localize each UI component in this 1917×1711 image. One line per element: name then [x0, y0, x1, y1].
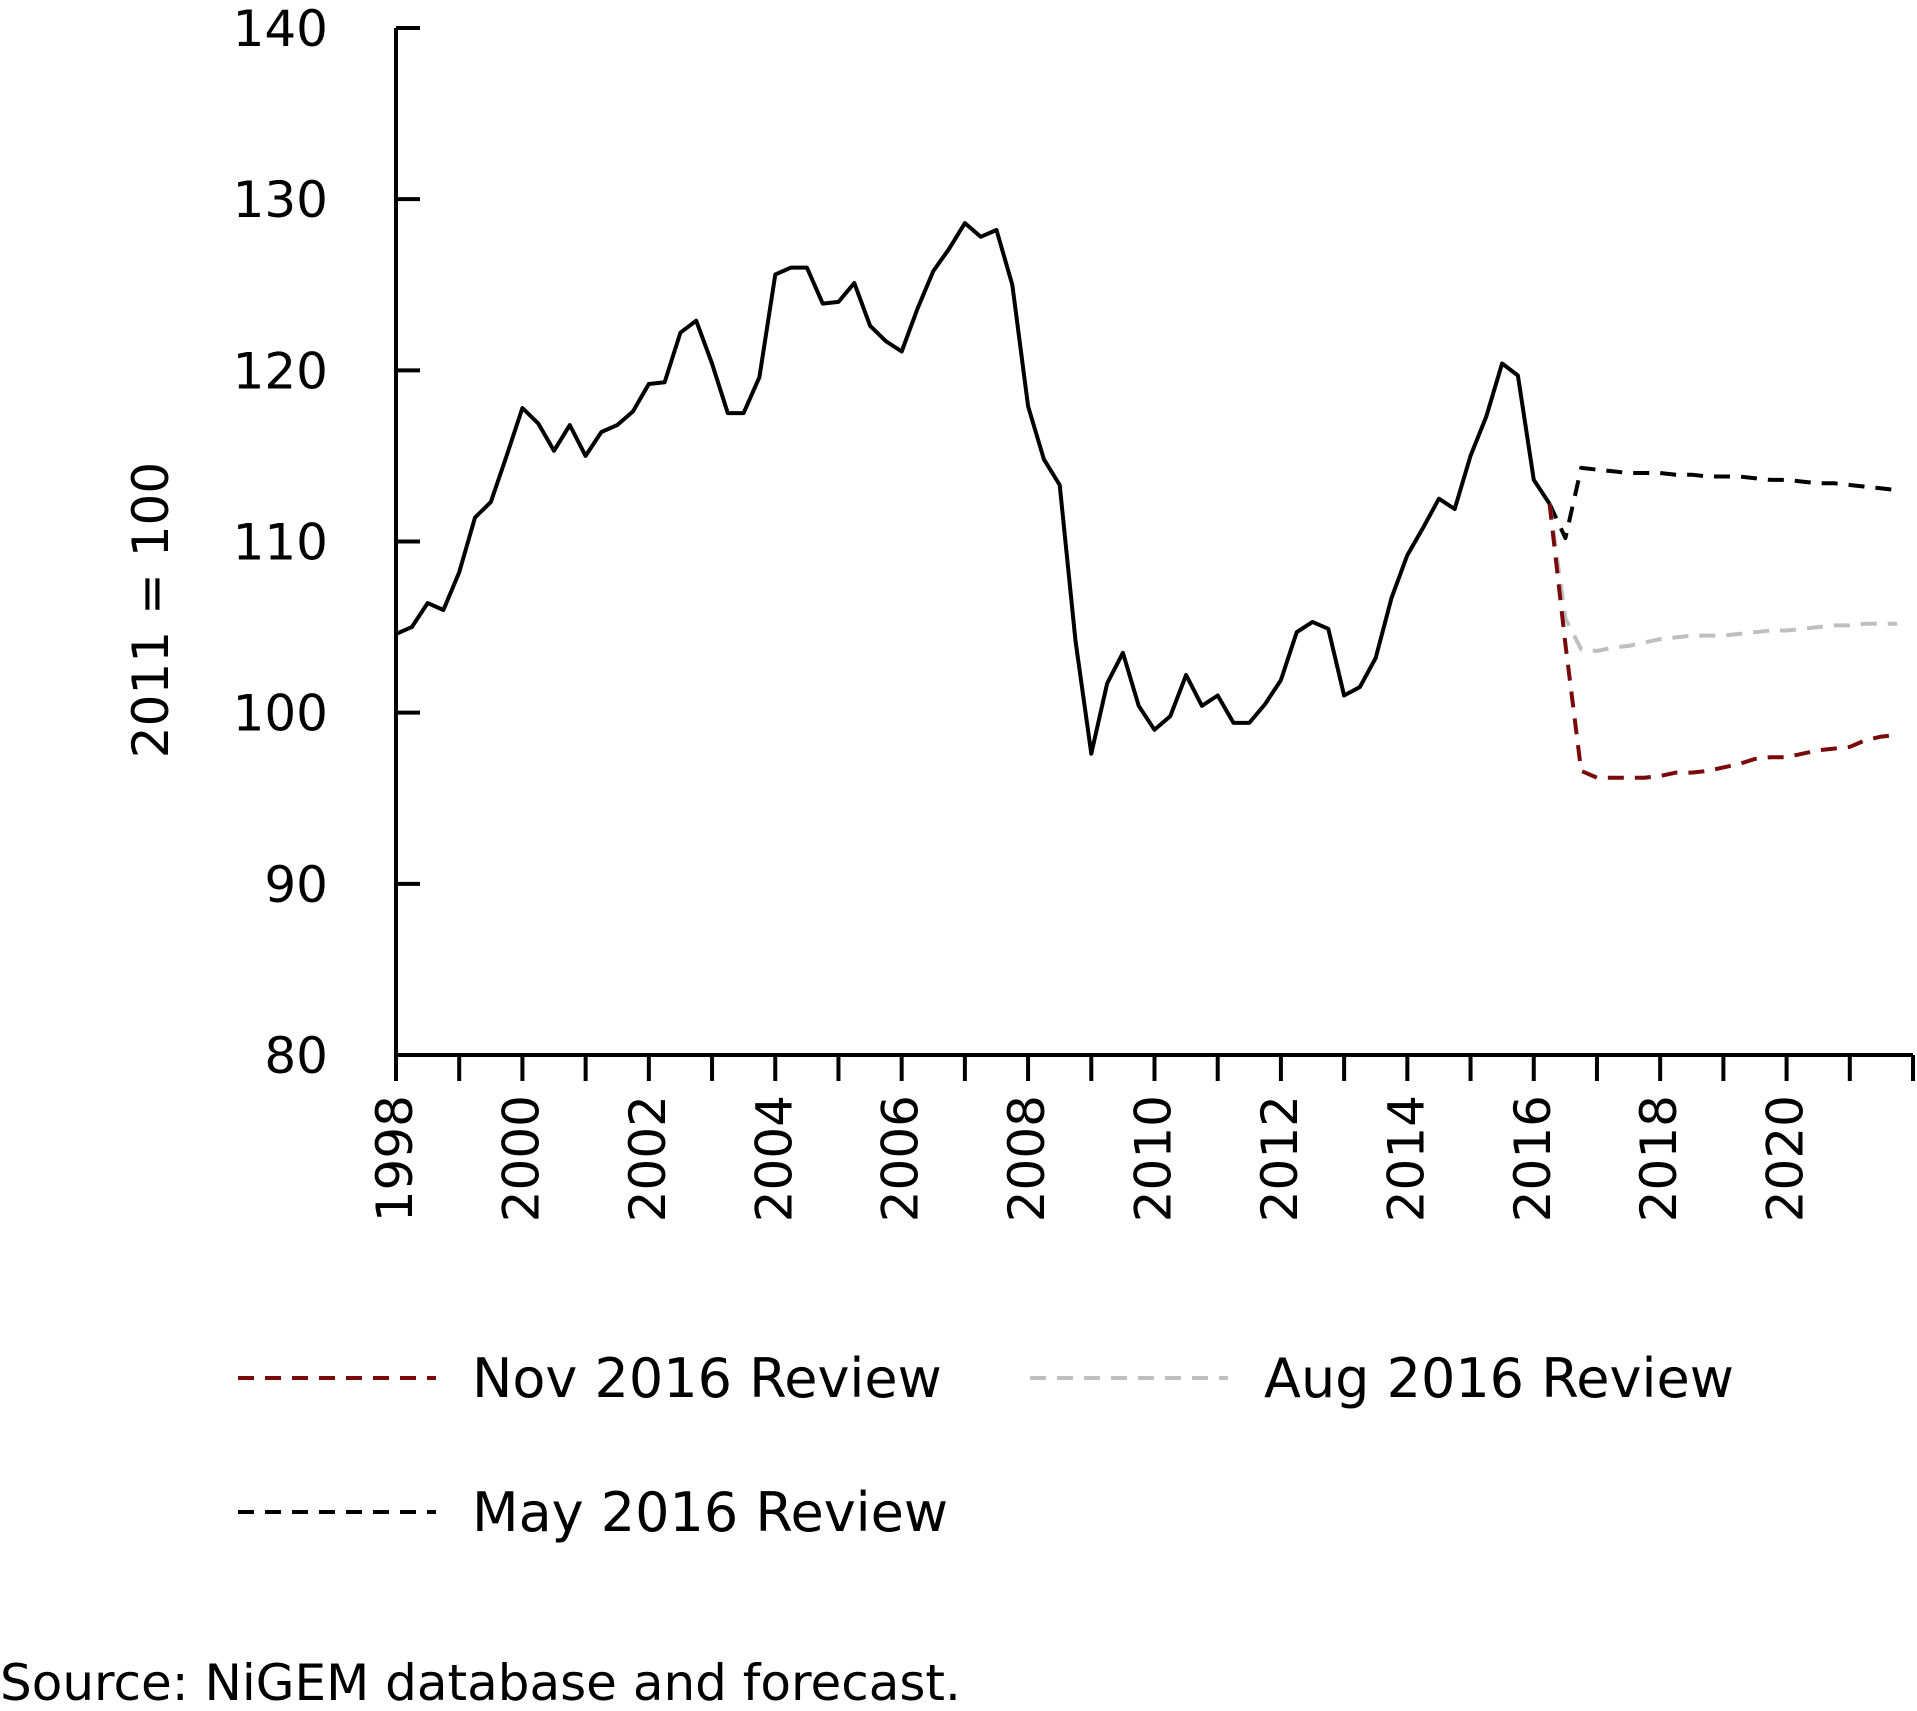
- y-axis: 80 90 100 110 120 130 140: [233, 0, 420, 1085]
- y-axis-title: 2011 = 100: [122, 462, 180, 758]
- y-tick-label: 110: [233, 514, 328, 572]
- x-tick-label: 2006: [872, 1095, 930, 1222]
- x-tick-label: 2016: [1504, 1095, 1562, 1222]
- x-tick-label: 2002: [619, 1095, 677, 1222]
- x-tick-label: 2004: [745, 1095, 803, 1222]
- series-line-historical: [395, 221, 1552, 756]
- x-tick-label: 2010: [1125, 1095, 1183, 1222]
- y-tick-label: 130: [233, 171, 328, 229]
- legend-label-may: May 2016 Review: [472, 1481, 948, 1544]
- legend: Nov 2016 Review Aug 2016 Review May 2016 R…: [238, 1347, 1734, 1544]
- y-tick-label: 80: [264, 1027, 328, 1085]
- y-tick-label: 140: [233, 0, 328, 58]
- y-tick-label: 100: [233, 685, 328, 743]
- y-tick-label: 90: [264, 856, 328, 914]
- source-note: Source: NiGEM database and forecast.: [0, 1654, 961, 1711]
- x-tick-label: 2000: [492, 1095, 550, 1222]
- legend-label-aug: Aug 2016 Review: [1264, 1347, 1734, 1410]
- legend-label-nov: Nov 2016 Review: [472, 1347, 942, 1410]
- x-tick-label: 2008: [998, 1095, 1056, 1222]
- series-line-aug: [1547, 503, 1898, 653]
- x-tick-label: 2012: [1251, 1095, 1309, 1222]
- x-tick-label: 2020: [1757, 1095, 1815, 1222]
- x-tick-label: 1998: [366, 1095, 424, 1222]
- series-line-may: [1547, 465, 1898, 541]
- x-tick-label: 2018: [1630, 1095, 1688, 1222]
- y-tick-label: 120: [233, 342, 328, 400]
- x-axis: 1998 2000 2002 2004 2006 2008 2010 2012 2014 2016…: [366, 1053, 1915, 1222]
- x-tick-label: 2014: [1377, 1095, 1435, 1222]
- series-layer: [395, 221, 1898, 780]
- series-line-nov: [1547, 503, 1898, 780]
